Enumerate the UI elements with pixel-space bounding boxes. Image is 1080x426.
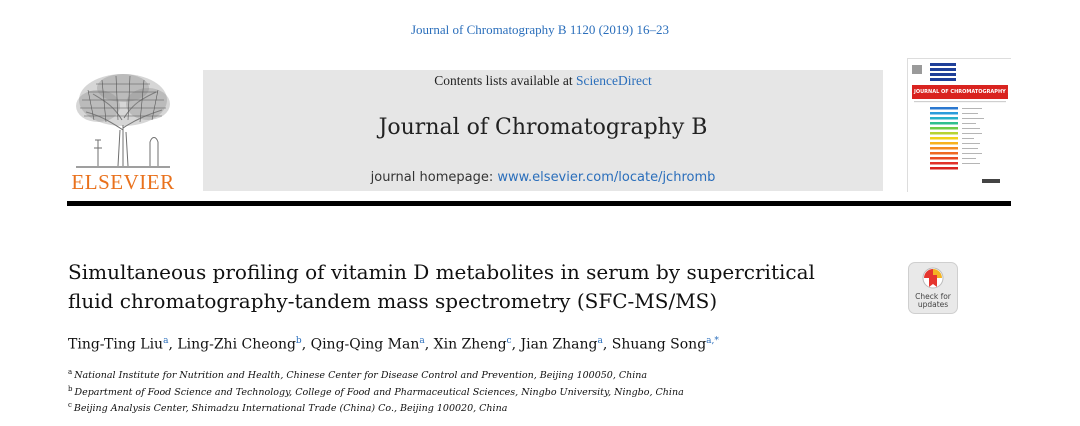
author-affiliation-ref[interactable]: a,* bbox=[706, 336, 719, 346]
author-separator: , bbox=[511, 336, 521, 353]
author[interactable]: Jian Zhang bbox=[520, 336, 598, 353]
affiliation: c Beijing Analysis Center, Shimadzu Inter… bbox=[68, 399, 684, 416]
cover-image: JOURNAL OF CHROMATOGRAPHY B bbox=[908, 59, 1012, 193]
affiliation-text: National Institute for Nutrition and Hea… bbox=[74, 370, 648, 382]
sciencedirect-link[interactable]: ScienceDirect bbox=[576, 73, 652, 88]
journal-name: Journal of Chromatography B bbox=[378, 115, 708, 140]
journal-cover[interactable]: JOURNAL OF CHROMATOGRAPHY B bbox=[907, 58, 1012, 193]
journal-header: Contents lists available at ScienceDirec… bbox=[203, 70, 883, 191]
title-line-2: fluid chromatography-tandem mass spectro… bbox=[68, 289, 718, 313]
author[interactable]: Shuang Song bbox=[611, 336, 707, 353]
author[interactable]: Ling-Zhi Cheong bbox=[177, 336, 296, 353]
affiliation-text: Beijing Analysis Center, Shimadzu Intern… bbox=[73, 403, 508, 415]
check-for-updates-button[interactable]: Check for updates bbox=[908, 262, 958, 314]
contents-line: Contents lists available at ScienceDirec… bbox=[203, 73, 883, 89]
author-separator: , bbox=[301, 336, 311, 353]
crossmark-line-2: updates bbox=[917, 300, 949, 309]
author-affiliation-ref[interactable]: a bbox=[163, 336, 169, 346]
crossmark-label: Check for updates bbox=[909, 293, 957, 309]
svg-text:JOURNAL OF CHROMATOGRAPHY B: JOURNAL OF CHROMATOGRAPHY B bbox=[913, 89, 1012, 95]
affiliation: b Department of Food Science and Technolo… bbox=[68, 383, 684, 400]
crossmark-icon bbox=[922, 267, 944, 289]
author-affiliation-ref[interactable]: a bbox=[597, 336, 603, 346]
crossmark-line-1: Check for bbox=[915, 292, 951, 301]
affiliation: a National Institute for Nutrition and He… bbox=[68, 366, 684, 383]
author-separator: , bbox=[602, 336, 612, 353]
header-rule bbox=[67, 201, 1011, 206]
affiliation-label: a bbox=[68, 368, 73, 376]
author-affiliation-ref[interactable]: b bbox=[295, 336, 302, 346]
affiliation-text: Department of Food Science and Technolog… bbox=[74, 386, 684, 398]
affiliation-label: c bbox=[68, 401, 72, 410]
affiliation-list: a National Institute for Nutrition and He… bbox=[68, 366, 684, 416]
contents-prefix: Contents lists available at bbox=[434, 73, 576, 88]
affiliation-label: b bbox=[68, 384, 73, 393]
homepage-line: journal homepage: www.elsevier.com/locat… bbox=[203, 170, 883, 185]
title-line-1: Simultaneous profiling of vitamin D meta… bbox=[68, 260, 815, 284]
publisher-name: ELSEVIER bbox=[71, 170, 175, 194]
author[interactable]: Ting-Ting Liu bbox=[68, 336, 164, 353]
journal-citation[interactable]: Journal of Chromatography B 1120 (2019) … bbox=[410, 22, 670, 37]
author-affiliation-ref[interactable]: a bbox=[419, 336, 425, 346]
author-separator: , bbox=[424, 336, 434, 353]
author-affiliation-ref[interactable]: c bbox=[506, 336, 512, 346]
elsevier-logo[interactable]: ELSEVIER bbox=[64, 70, 182, 194]
homepage-prefix: journal homepage: bbox=[370, 170, 498, 185]
author-separator: , bbox=[168, 336, 178, 353]
author[interactable]: Qing-Qing Man bbox=[310, 336, 420, 353]
author-list: Ting-Ting Liua, Ling-Zhi Cheongb, Qing-Q… bbox=[68, 336, 719, 353]
homepage-link[interactable]: www.elsevier.com/locate/jchromb bbox=[497, 170, 716, 185]
author[interactable]: Xin Zheng bbox=[433, 336, 507, 353]
article-title: Simultaneous profiling of vitamin D meta… bbox=[68, 258, 898, 316]
tree-icon bbox=[76, 74, 170, 168]
